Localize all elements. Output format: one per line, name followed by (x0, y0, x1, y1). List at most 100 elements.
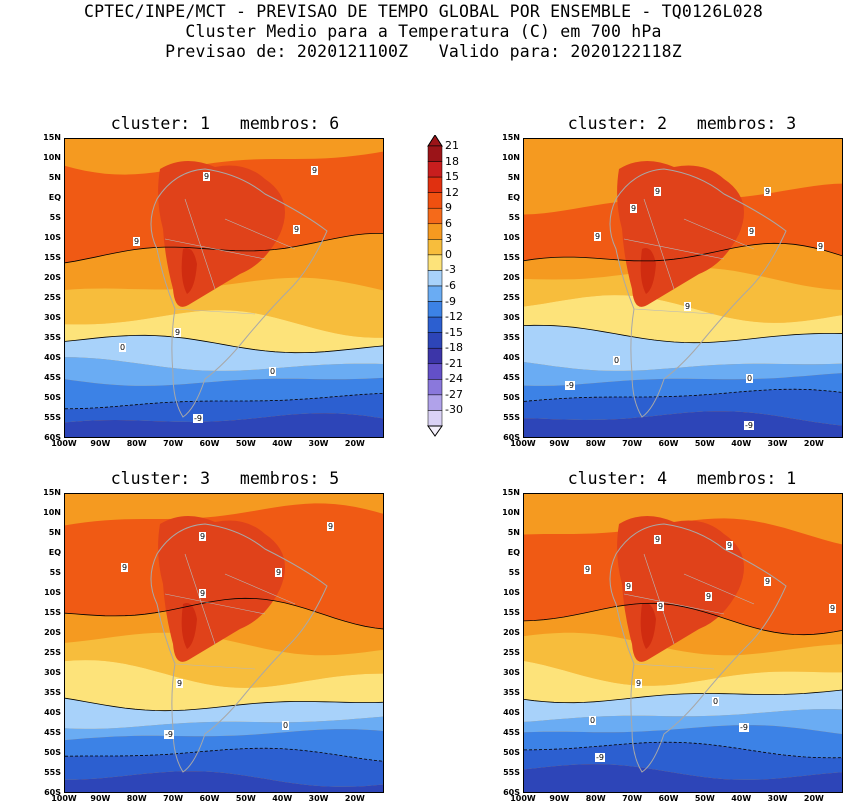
contour-label: -9 (595, 753, 605, 762)
band-3 (65, 632, 383, 688)
band-0 (524, 661, 842, 703)
longitude-label: 90W (549, 439, 570, 448)
contour-minus-9 (65, 392, 383, 410)
colorbar-swatch (427, 301, 443, 318)
band-minus-3 (524, 325, 842, 371)
colorbar-swatch (427, 254, 443, 271)
contour-label: 9 (657, 602, 665, 611)
contour-label: 9 (654, 535, 662, 544)
longitude-label: 90W (549, 794, 570, 803)
longitude-label: 100W (51, 794, 77, 803)
contour-label: 9 (311, 166, 319, 175)
longitude-label: 80W (126, 439, 147, 448)
warm-core-peak (181, 248, 197, 294)
latitude-label: 20S (503, 628, 520, 637)
contour-0 (65, 697, 383, 712)
coastline (609, 523, 787, 773)
band-minus-6 (65, 716, 383, 741)
contour-label: 9 (705, 592, 713, 601)
contour-minus-9 (524, 741, 842, 759)
latitude-label: 5N (507, 528, 520, 537)
colorbar-label: 12 (445, 185, 459, 199)
latitude-label: 5S (49, 213, 61, 222)
band-3 (65, 277, 383, 338)
band-minus-9 (65, 377, 383, 409)
latitude-label: 45S (44, 728, 61, 737)
contour-label: 9 (817, 242, 825, 251)
contour-0 (524, 324, 842, 344)
colorbar-label: 21 (445, 139, 459, 152)
contour-label: -9 (565, 381, 575, 390)
longitude-label: 70W (163, 439, 184, 448)
contour-label: 9 (176, 679, 184, 688)
contour-label: 9 (764, 187, 772, 196)
latitude-label: 10S (503, 233, 520, 242)
temperature-field (524, 139, 842, 437)
contour-label: 9 (133, 237, 141, 246)
band-minus-9 (524, 725, 842, 758)
band-minus-15 (65, 413, 383, 437)
colorbar-swatch (427, 316, 443, 333)
contour-9 (524, 602, 842, 636)
colorbar-label: 0 (445, 247, 452, 261)
contour-label: 9 (199, 589, 207, 598)
colorbar-swatches (427, 135, 443, 437)
latitude-label: EQ (48, 193, 61, 202)
longitude-label: 100W (510, 439, 536, 448)
colorbar-swatch (427, 161, 443, 178)
band-minus-6 (524, 362, 842, 386)
band-minus-15 (65, 771, 383, 792)
latitude-label: EQ (507, 548, 520, 557)
colorbar-swatch (427, 207, 443, 225)
header-line-3: Previsao de: 2020121100Z Valido para: 20… (165, 42, 682, 61)
band-minus-15 (524, 764, 842, 792)
latitude-label: 45S (503, 728, 520, 737)
longitude-label: 90W (90, 794, 111, 803)
borders (164, 198, 296, 315)
latitude-label: 60S (44, 433, 61, 442)
colorbar-label: 3 (445, 232, 452, 246)
longitude-label: 80W (126, 794, 147, 803)
contour-label: 0 (589, 716, 597, 725)
colorbar-label: 6 (445, 216, 452, 230)
latitude-label: 25S (44, 293, 61, 302)
colorbar-swatch (427, 192, 443, 209)
longitude-label: 40W (272, 794, 293, 803)
latitude-label: 10N (502, 508, 520, 517)
latitude-label: 5N (48, 528, 61, 537)
contour-label: 9 (764, 577, 772, 586)
header-line-1: CPTEC/INPE/MCT - PREVISAO DE TEMPO GLOBA… (84, 2, 763, 21)
warm-core-peak (181, 603, 197, 649)
contour-label: 0 (613, 356, 621, 365)
latitude-label: 5S (508, 568, 520, 577)
latitude-label: 25S (503, 293, 520, 302)
header-line-2: Cluster Medio para a Temperatura (C) em … (185, 22, 662, 41)
latitude-label: 15S (503, 253, 520, 262)
latitude-label: 60S (503, 433, 520, 442)
longitude-label: 50W (694, 439, 715, 448)
band-minus-9 (65, 729, 383, 762)
contour-9 (65, 233, 383, 264)
latitude-label: EQ (507, 193, 520, 202)
colorbar-arrow-bottom (427, 425, 443, 437)
contour-label: 9 (625, 582, 633, 591)
latitude-label: 45S (44, 373, 61, 382)
band-3 (524, 267, 842, 323)
contour-label: -9 (164, 730, 174, 739)
latitude-label: 40S (44, 353, 61, 362)
band-minus-15 (524, 411, 842, 437)
band-minus-9 (524, 373, 842, 402)
contour-label: 9 (121, 563, 129, 572)
band-minus-12 (524, 389, 842, 426)
band-6-north (65, 494, 383, 526)
temperature-field (524, 494, 842, 792)
latitude-label: 30S (503, 668, 520, 677)
colorbar-arrow-top (427, 135, 443, 147)
colorbar-swatch (427, 270, 443, 287)
colorbar-swatch (427, 145, 443, 162)
temperature-field (65, 494, 383, 792)
colorbar-swatch (427, 285, 443, 302)
contour-label: 9 (293, 225, 301, 234)
contour-9 (65, 597, 383, 630)
latitude-label: 15N (502, 488, 520, 497)
